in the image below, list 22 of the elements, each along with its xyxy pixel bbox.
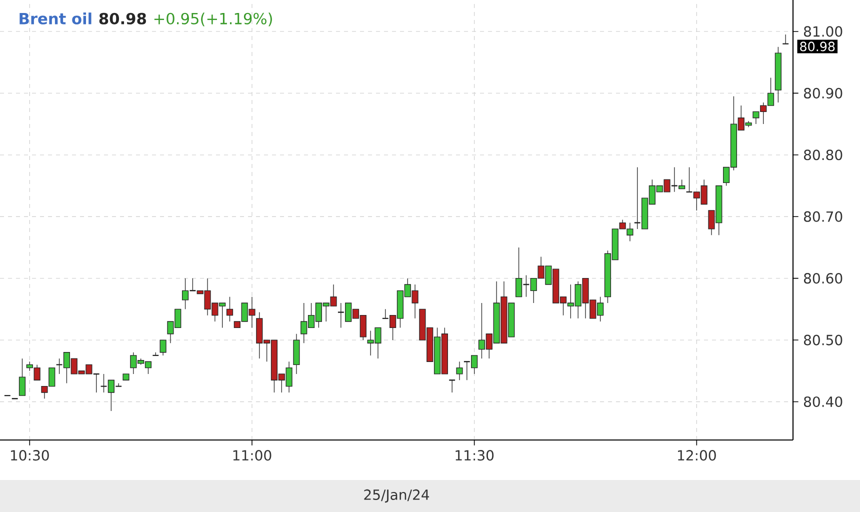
y-tick-label: 80.70 bbox=[804, 211, 842, 222]
y-tick-label: 80.90 bbox=[804, 88, 842, 98]
y-tick-label: 80.60 bbox=[804, 273, 842, 284]
x-axis-title: 25/Jan/24 bbox=[364, 489, 430, 503]
candlestick bbox=[456, 361, 463, 380]
candlestick bbox=[782, 34, 790, 44]
candlestick bbox=[448, 380, 456, 393]
annotation: +0.95(+1.19%) bbox=[154, 12, 272, 26]
x-tick-label: 11:30 bbox=[456, 450, 494, 461]
y-tick-label: 80.80 bbox=[804, 150, 842, 160]
x-tick-label: 12:00 bbox=[678, 450, 716, 461]
annotation: 80.98 bbox=[800, 42, 835, 52]
text: Brent oil bbox=[20, 12, 92, 24]
candlestick bbox=[160, 340, 166, 356]
x-tick-label: 11:00 bbox=[233, 450, 272, 461]
candlestick bbox=[226, 296, 234, 322]
y-tick-label: 80.40 bbox=[804, 396, 842, 408]
candlestick bbox=[18, 358, 26, 396]
x-tick-label: 10:30 bbox=[11, 450, 49, 461]
text: 80.98 bbox=[99, 12, 146, 24]
y-tick-label: 80.50 bbox=[804, 334, 842, 346]
y-tick-label: 81.00 bbox=[804, 26, 842, 37]
